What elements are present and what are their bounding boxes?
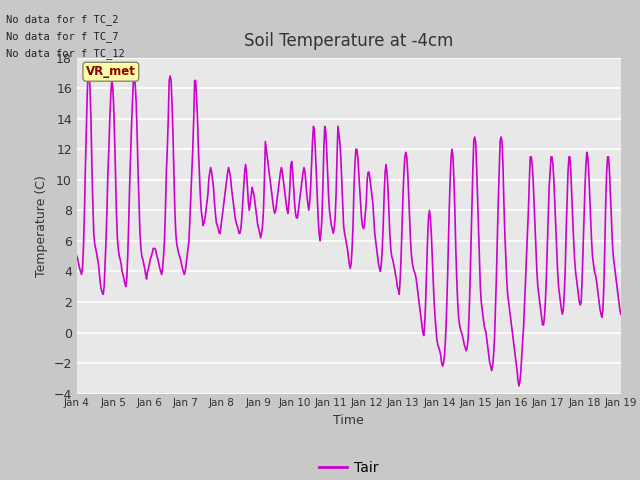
- Text: No data for f TC_7: No data for f TC_7: [6, 31, 119, 42]
- Text: No data for f TC_12: No data for f TC_12: [6, 48, 125, 59]
- Title: Soil Temperature at -4cm: Soil Temperature at -4cm: [244, 33, 454, 50]
- Text: VR_met: VR_met: [86, 65, 136, 78]
- Y-axis label: Temperature (C): Temperature (C): [35, 175, 48, 276]
- X-axis label: Time: Time: [333, 414, 364, 427]
- Text: No data for f TC_2: No data for f TC_2: [6, 14, 119, 25]
- Legend: Tair: Tair: [314, 456, 384, 480]
